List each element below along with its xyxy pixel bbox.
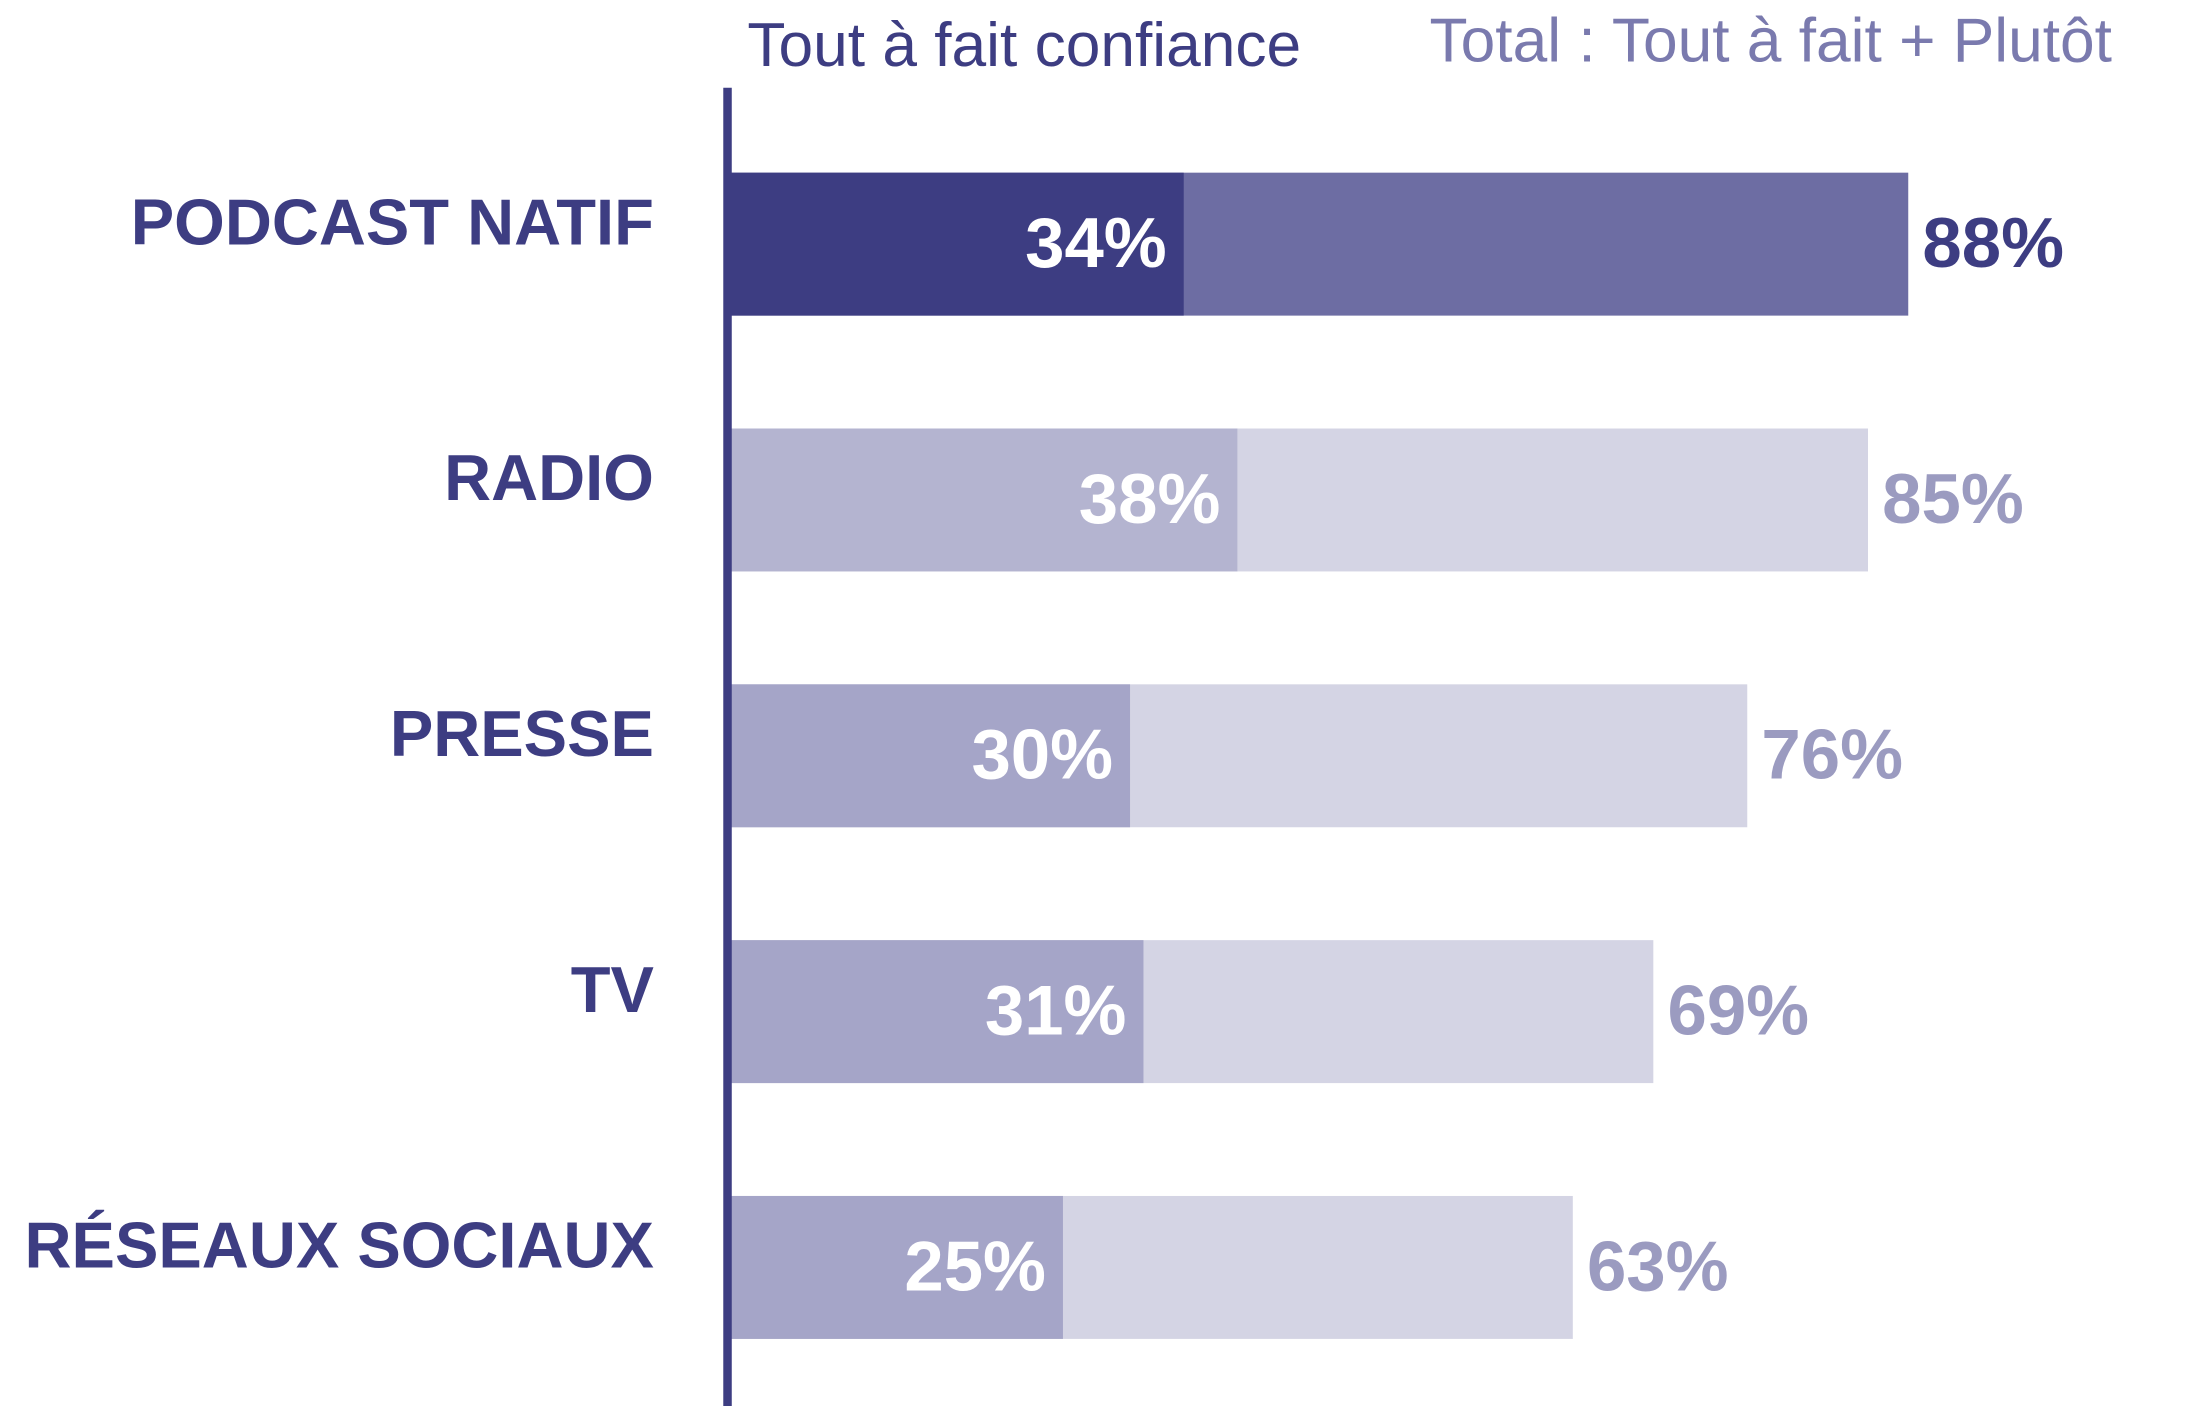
category-label: RADIO	[444, 441, 654, 514]
value-label: 34%	[1025, 203, 1167, 282]
category-label: TV	[571, 953, 654, 1026]
legend-label: Total : Tout à fait + Plutôt	[1430, 7, 2112, 76]
category-label: RÉSEAUX SOCIAUX	[25, 1209, 654, 1282]
value-label: 88%	[1922, 203, 2064, 282]
value-label: 25%	[904, 1226, 1046, 1305]
value-label: 38%	[1079, 459, 1221, 538]
bar	[727, 684, 1131, 828]
value-label: 76%	[1761, 715, 1903, 794]
value-label: 85%	[1882, 459, 2024, 538]
legend-label: Tout à fait confiance	[747, 11, 1301, 80]
bar	[727, 172, 1184, 316]
value-label: 63%	[1587, 1226, 1729, 1305]
category-label: PRESSE	[390, 697, 654, 770]
bar	[727, 1195, 1063, 1339]
bar	[727, 428, 1238, 572]
category-label: PODCAST NATIF	[131, 185, 654, 258]
value-label: 69%	[1667, 971, 1809, 1050]
value-label: 31%	[985, 971, 1127, 1050]
value-label: 30%	[971, 715, 1113, 794]
bar	[727, 940, 1144, 1084]
